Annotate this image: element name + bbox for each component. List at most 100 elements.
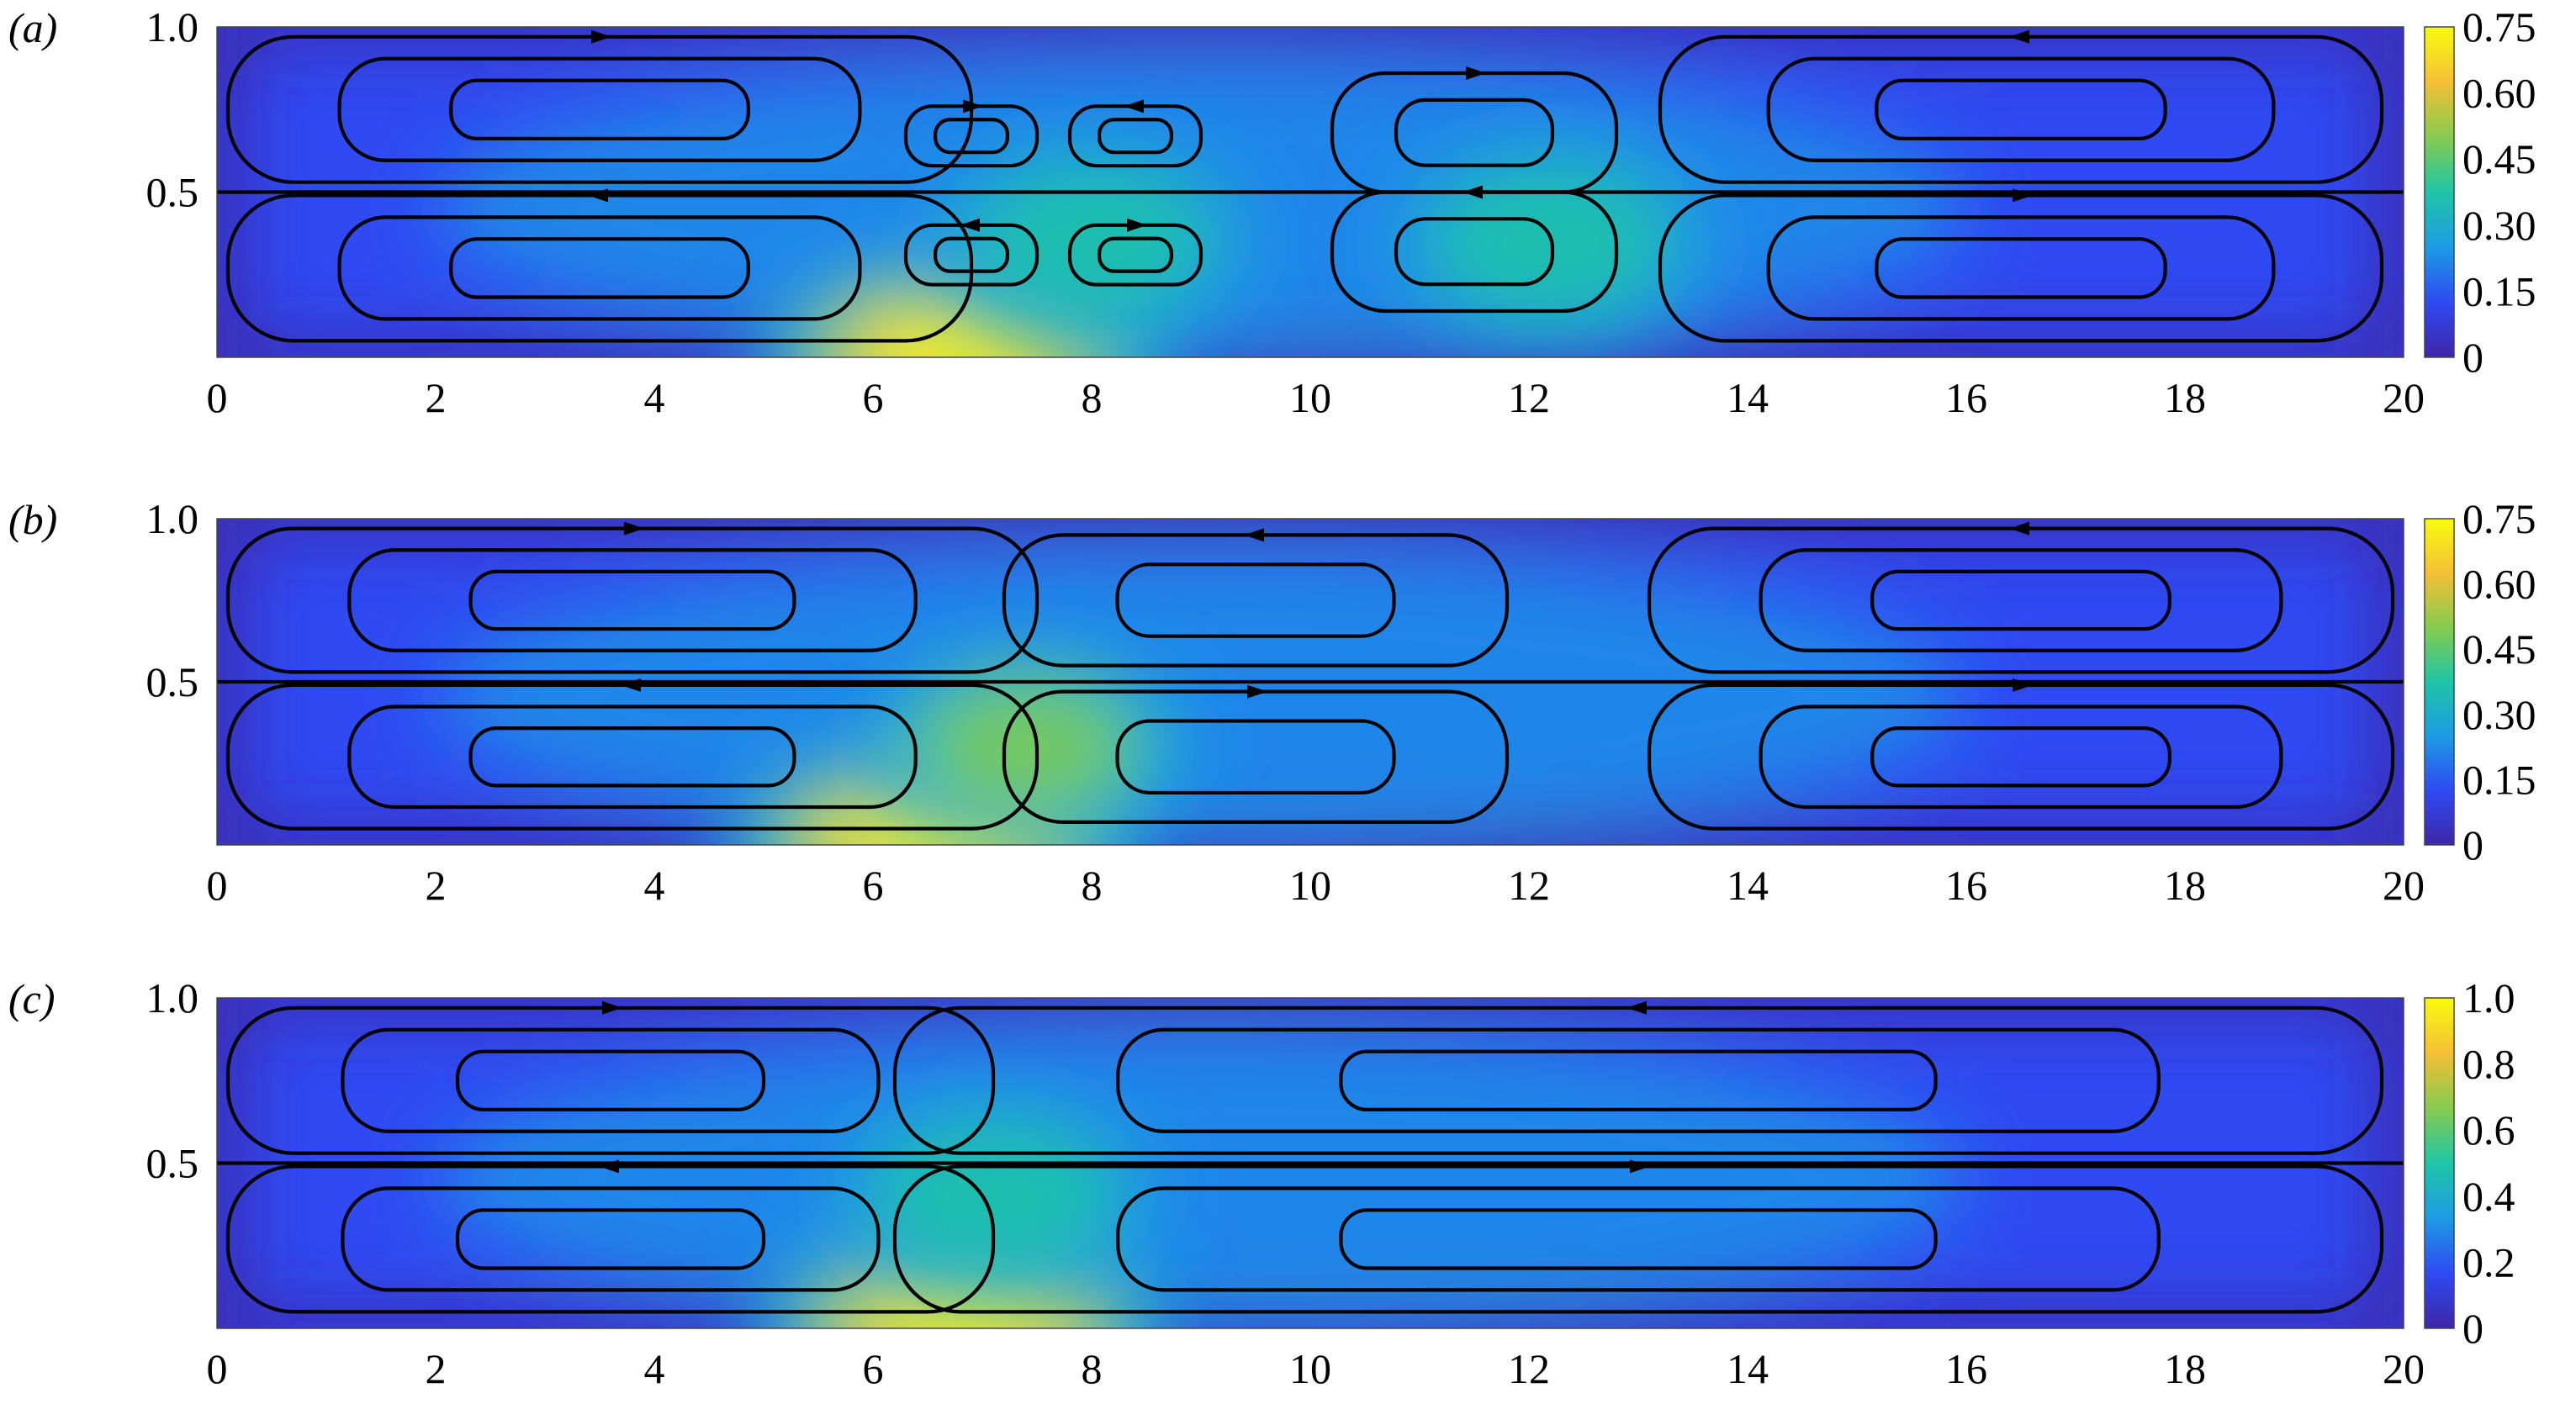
- streamline: [1097, 118, 1173, 155]
- x-tick-label: 6: [863, 1345, 884, 1392]
- x-tick-label: 12: [1508, 862, 1550, 909]
- vortex: [1067, 99, 1203, 168]
- streamline: [337, 215, 862, 321]
- colorbar: [2424, 997, 2455, 1329]
- flow-arrow: [1627, 1000, 1647, 1015]
- colorbar-tick-label: 0.2: [2462, 1238, 2515, 1285]
- streamline: [1766, 215, 2276, 321]
- x-tick-label: 2: [426, 1345, 447, 1392]
- colorbar-tick-label: 1.0: [2462, 974, 2515, 1021]
- flow-arrow: [1127, 218, 1147, 232]
- y-tick-label: 0.5: [146, 169, 199, 216]
- x-tick-label: 4: [644, 374, 665, 421]
- streamline: [1116, 1027, 2161, 1133]
- panel-a: (a) 0 2 4 6 8 10 12 14 16 18 20 0.5 1.0 0 0.15 0.30 0.45 0…: [8, 3, 2536, 421]
- plot-frame: [216, 26, 2404, 358]
- x-tick-label: 20: [2383, 862, 2425, 909]
- flow-arrow: [1466, 66, 1486, 81]
- x-tick-label: 18: [2164, 374, 2206, 421]
- y-tick-label: 1.0: [146, 495, 199, 542]
- flow-arrow: [591, 29, 611, 44]
- x-tick-label: 14: [1727, 862, 1769, 909]
- streamline: [1766, 56, 2276, 162]
- x-tick-label: 2: [426, 374, 447, 421]
- x-tick-label: 16: [1945, 1345, 1987, 1392]
- colorbar-tick-label: 0.60: [2462, 561, 2536, 608]
- streamlines: [217, 521, 2404, 831]
- colorbar-tick-label: 0.60: [2462, 70, 2536, 117]
- streamline: [1870, 726, 2171, 788]
- streamline: [933, 118, 1009, 155]
- streamline: [341, 1027, 881, 1133]
- streamline: [449, 78, 750, 140]
- panel-label: (a): [8, 4, 57, 51]
- streamline: [455, 1049, 766, 1111]
- streamline: [468, 569, 796, 631]
- colorbar-tick-label: 0: [2462, 821, 2483, 868]
- x-tick-label: 14: [1727, 1345, 1769, 1392]
- streamline: [449, 237, 750, 299]
- colorbar-tick-label: 0.75: [2462, 495, 2536, 542]
- colorbar-tick-label: 0.30: [2462, 202, 2536, 249]
- x-tick-label: 4: [644, 862, 665, 909]
- vortex: [225, 678, 1039, 831]
- vortex: [892, 1000, 2384, 1155]
- flow-arrow: [1124, 99, 1144, 113]
- streamline: [347, 705, 918, 810]
- colorbar-tick-label: 0.45: [2462, 135, 2536, 182]
- y-tick-label: 0.5: [146, 658, 199, 705]
- y-tick-label: 0.5: [146, 1140, 199, 1187]
- colorbar: [2424, 26, 2455, 358]
- flow-arrow: [960, 218, 980, 232]
- x-tick-label: 2: [426, 862, 447, 909]
- streamline: [1870, 569, 2171, 631]
- vortex: [903, 218, 1039, 287]
- streamline: [933, 236, 1009, 273]
- streamline: [1116, 1186, 2161, 1292]
- vortex: [1658, 188, 2384, 343]
- colorbar-tick-label: 0.4: [2462, 1173, 2515, 1220]
- colorbar: [2424, 518, 2455, 846]
- flow-arrow: [963, 99, 983, 113]
- x-tick-label: 16: [1945, 862, 1987, 909]
- streamline: [1759, 705, 2283, 810]
- colorbar-tick-label: 0: [2462, 1305, 2483, 1352]
- flow-arrow: [1244, 528, 1264, 542]
- y-tick-label: 1.0: [146, 3, 199, 50]
- vortex: [1647, 521, 2395, 674]
- plot-frame: [216, 997, 2404, 1329]
- colorbar-tick-label: 0: [2462, 334, 2483, 381]
- flow-arrow: [1247, 684, 1267, 699]
- streamline: [1115, 562, 1396, 638]
- hot-spot: [925, 135, 1258, 348]
- vortex: [1647, 678, 2395, 831]
- panel-label: (c): [8, 975, 56, 1022]
- flow-arrow: [602, 1000, 622, 1015]
- vortex: [225, 188, 974, 343]
- vortex: [1067, 218, 1203, 287]
- colorbar-tick-label: 0.75: [2462, 3, 2536, 50]
- streamline: [1759, 548, 2283, 652]
- streamline: [1339, 1049, 1938, 1111]
- colorbar-tick-label: 0.15: [2462, 756, 2536, 803]
- vortex: [1002, 684, 1510, 824]
- streamline: [1115, 719, 1396, 795]
- x-tick-label: 0: [207, 374, 228, 421]
- vortex: [225, 1159, 996, 1314]
- x-tick-label: 8: [1082, 862, 1103, 909]
- x-tick-label: 20: [2383, 374, 2425, 421]
- plot-frame: [216, 518, 2404, 846]
- streamline: [1875, 78, 2167, 140]
- streamline: [1875, 237, 2167, 299]
- colorbar-tick-label: 0.30: [2462, 691, 2536, 738]
- x-tick-label: 14: [1727, 374, 1769, 421]
- vortex: [1002, 528, 1510, 668]
- flow-arrow: [2009, 29, 2029, 44]
- streamline: [1394, 98, 1555, 167]
- panel-label: (b): [8, 496, 57, 543]
- panel-b: (b) 0 2 4 6 8 10 12 14 16 18 20 0.5 1.0 0 0.15 0.30 0.45 0…: [8, 495, 2536, 909]
- vortex: [1658, 29, 2384, 184]
- colorbar-tick-label: 0.6: [2462, 1106, 2515, 1153]
- vortex: [225, 521, 1039, 674]
- streamline: [1339, 1208, 1938, 1270]
